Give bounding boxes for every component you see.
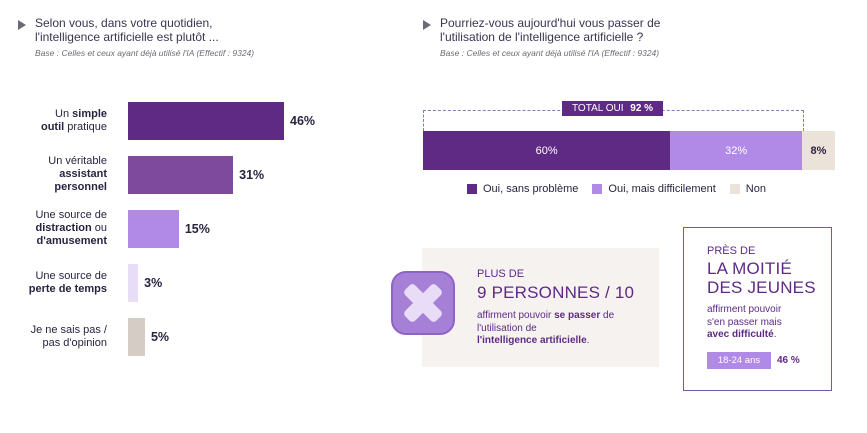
stack-segment-label-0: 60% bbox=[535, 144, 558, 157]
stack-segment-label-1: 32% bbox=[725, 144, 748, 157]
stack-segment-label-2: 8% bbox=[810, 144, 827, 157]
age-value: 46 % bbox=[777, 355, 800, 366]
card1-big-line: 9 PERSONNES / 10 bbox=[477, 283, 635, 302]
bar-3 bbox=[128, 264, 139, 302]
legend-swatch-2 bbox=[729, 184, 740, 194]
stack-segment-2: 8% bbox=[802, 131, 835, 170]
age-bar: 18-24 ans bbox=[707, 352, 771, 369]
stack-segment-0: 60% bbox=[423, 131, 671, 170]
bar-value-label-1: 31% bbox=[239, 168, 265, 182]
question-arrow-icon bbox=[18, 20, 26, 30]
total-badge: TOTAL OUI 92 % bbox=[562, 101, 664, 116]
bar-1 bbox=[128, 156, 234, 194]
legend-item-2: Non bbox=[729, 183, 766, 195]
left-question-line2: l'intelligence artificielle est plutôt .… bbox=[35, 30, 219, 44]
category-label-3: Une source de perte de temps bbox=[28, 270, 107, 295]
right-question-line1: Pourriez-vous aujourd'hui vous passer de bbox=[440, 16, 661, 30]
stacked-bar: 60% 32% 8% bbox=[423, 131, 835, 170]
stack-segment-1: 32% bbox=[670, 131, 803, 170]
bar-4 bbox=[128, 318, 145, 356]
legend-swatch-0 bbox=[467, 184, 477, 194]
x-mark-icon bbox=[391, 271, 455, 335]
left-question: Selon vous, dans votre quotidien, l'inte… bbox=[35, 16, 219, 44]
category-label-0: Un simple outil pratique bbox=[40, 108, 107, 133]
card1-small-line: PLUS DE bbox=[477, 268, 525, 280]
age-label: 18-24 ans bbox=[717, 355, 761, 366]
bar-value-label-0: 46% bbox=[290, 114, 316, 128]
legend-swatch-1 bbox=[592, 184, 603, 194]
bar-value-label-4: 5% bbox=[150, 330, 170, 344]
legend-label-2: Non bbox=[745, 183, 766, 195]
total-label: TOTAL OUI bbox=[572, 103, 624, 114]
card1-body: affirment pouvoir se passer de l'utilisa… bbox=[477, 310, 615, 346]
card2-body: affirment pouvoir s'en passer mais avec … bbox=[707, 304, 782, 340]
bar-0 bbox=[128, 102, 284, 140]
left-question-line1: Selon vous, dans votre quotidien, bbox=[35, 16, 213, 30]
card2-big-line2: DES JEUNES bbox=[707, 278, 816, 297]
stat-card-1 bbox=[422, 248, 659, 367]
category-label-2: Une source de distraction ou d'amusement bbox=[35, 209, 107, 247]
total-value: 92 % bbox=[630, 103, 654, 114]
bar-value-label-3: 3% bbox=[144, 276, 163, 290]
right-question: Pourriez-vous aujourd'hui vous passer de… bbox=[440, 16, 660, 44]
category-label-1: Un véritable assistant personnel bbox=[48, 155, 107, 193]
right-base: Base : Celles et ceux ayant déjà utilisé… bbox=[440, 48, 660, 58]
bar-value-label-2: 15% bbox=[184, 222, 210, 236]
card2-big-line1: LA MOITIÉ bbox=[707, 259, 792, 278]
question-arrow-icon bbox=[423, 20, 431, 30]
legend-item-1: Oui, mais difficilement bbox=[592, 183, 716, 195]
legend: Oui, sans problème Oui, mais difficilemen… bbox=[467, 183, 766, 195]
legend-item-0: Oui, sans problème bbox=[467, 183, 578, 195]
left-base: Base : Celles et ceux ayant déjà utilisé… bbox=[35, 48, 255, 58]
legend-label-1: Oui, mais difficilement bbox=[608, 183, 716, 195]
bar-2 bbox=[128, 210, 179, 248]
card2-small-line: PRÈS DE bbox=[707, 245, 756, 257]
category-label-4: Je ne sais pas / pas d'opinion bbox=[30, 324, 107, 349]
right-question-line2: l'utilisation de l'intelligence artifici… bbox=[440, 30, 644, 44]
legend-label-0: Oui, sans problème bbox=[483, 183, 579, 195]
